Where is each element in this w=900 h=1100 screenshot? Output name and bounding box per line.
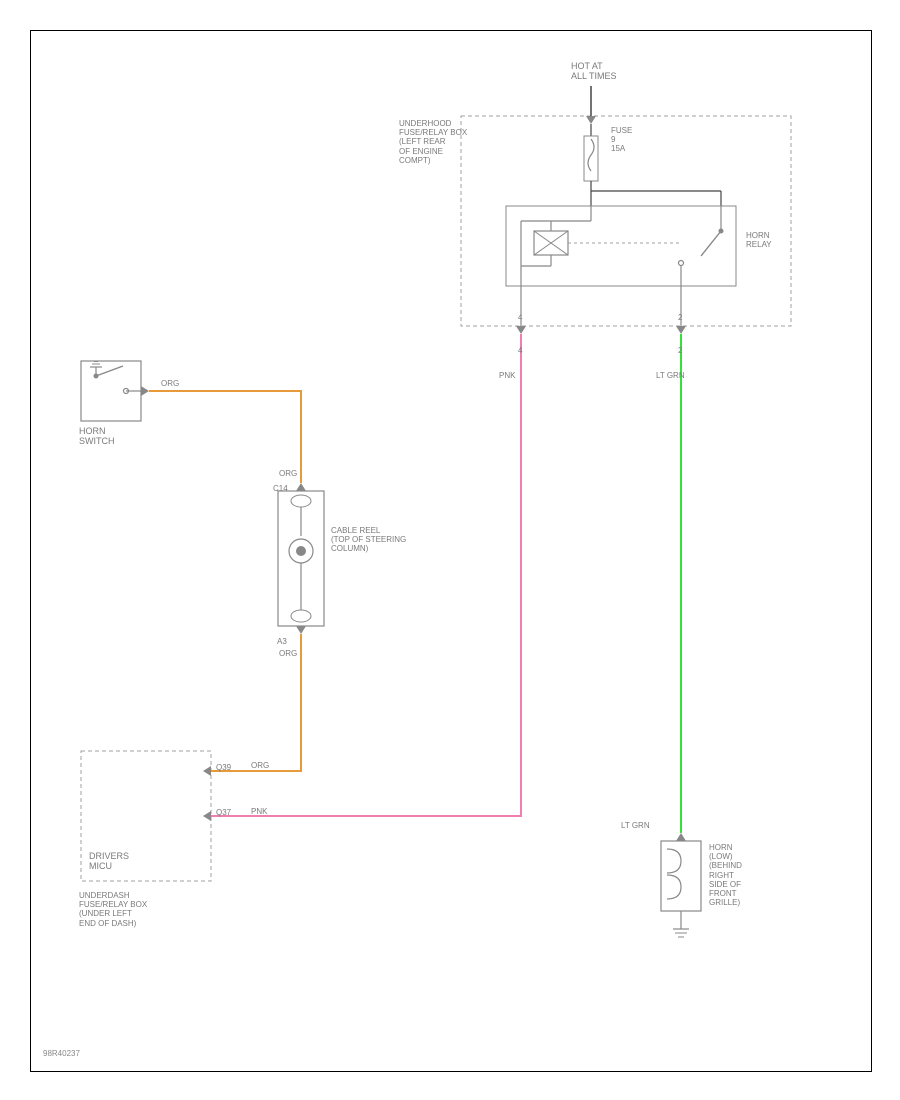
pin-q37: Q37 bbox=[216, 808, 231, 817]
wirelabel-ltgrn-1: LT GRN bbox=[656, 371, 685, 380]
pin-q39: Q39 bbox=[216, 763, 231, 772]
horn-switch bbox=[81, 361, 149, 421]
pin-2a: 2 bbox=[678, 313, 682, 322]
horn-relay-label: HORN RELAY bbox=[746, 231, 772, 249]
pin-4b: 4 bbox=[518, 346, 522, 355]
cable-reel bbox=[278, 483, 324, 634]
underhood-box-label: UNDERHOOD FUSE/RELAY BOX (LEFT REAR OF E… bbox=[399, 119, 467, 165]
document-id: 98R40237 bbox=[43, 1049, 80, 1058]
wiring-svg bbox=[31, 31, 871, 1071]
wirelabel-org-1: ORG bbox=[161, 379, 179, 388]
wire-pink-micu-to-relay4 bbox=[211, 334, 521, 816]
wirelabel-ltgrn-2: LT GRN bbox=[621, 821, 650, 830]
underdash-location-label: UNDERDASH FUSE/RELAY BOX (UNDER LEFT END… bbox=[79, 891, 147, 928]
pin-2b: 2 bbox=[678, 346, 682, 355]
horn-switch-label: HORN SWITCH bbox=[79, 426, 115, 447]
wirelabel-org-2: ORG bbox=[279, 469, 297, 478]
cable-reel-label: CABLE REEL (TOP OF STEERING COLUMN) bbox=[331, 526, 406, 554]
underhood-fuse-relay-box bbox=[461, 86, 791, 334]
pin-c14: C14 bbox=[273, 484, 288, 493]
wirelabel-org-3: ORG bbox=[279, 649, 297, 658]
pin-4a: 4 bbox=[518, 313, 522, 322]
fuse-label: FUSE 9 15A bbox=[611, 126, 632, 154]
wirelabel-pnk-1: PNK bbox=[251, 807, 267, 816]
horn-low-label: HORN (LOW) (BEHIND RIGHT SIDE OF FRONT G… bbox=[709, 843, 742, 907]
diagram-frame: HOT AT ALL TIMES FUSE 9 15A HORN RELAY U… bbox=[30, 30, 872, 1072]
horn-low bbox=[661, 833, 701, 937]
hot-at-all-times-label: HOT AT ALL TIMES bbox=[571, 61, 617, 82]
wirelabel-pnk-2: PNK bbox=[499, 371, 515, 380]
pin-a3: A3 bbox=[277, 637, 287, 646]
wirelabel-org-4: ORG bbox=[251, 761, 269, 770]
drivers-micu-label: DRIVERS MICU bbox=[89, 851, 129, 872]
